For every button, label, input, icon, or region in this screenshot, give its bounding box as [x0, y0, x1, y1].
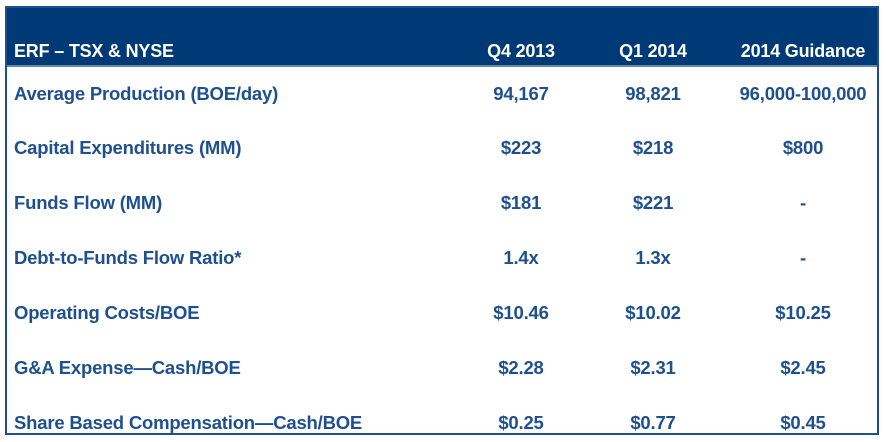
table-row: Capital Expenditures (MM) $223 $218 $800	[7, 133, 877, 163]
table-row: Funds Flow (MM) $181 $221 -	[7, 188, 877, 218]
table-row: G&A Expense—Cash/BOE $2.28 $2.31 $2.45	[7, 353, 877, 383]
cell-guidance: $10.25	[775, 302, 831, 323]
cell-q4: 94,167	[493, 83, 549, 104]
row-label: Funds Flow (MM)	[14, 192, 163, 213]
row-label: Share Based Compensation—Cash/BOE	[14, 412, 363, 433]
cell-q4: $181	[500, 192, 542, 213]
row-label: Capital Expenditures (MM)	[14, 137, 242, 158]
cell-guidance: -	[800, 247, 806, 268]
row-label: Debt-to-Funds Flow Ratio*	[14, 247, 242, 268]
cell-guidance: 96,000-100,000	[739, 83, 867, 104]
cell-q1: $10.02	[625, 302, 681, 323]
header-q4-2013: Q4 2013	[487, 40, 555, 61]
cell-guidance: $2.45	[780, 357, 826, 378]
table-row: Share Based Compensation—Cash/BOE $0.25 …	[7, 408, 877, 438]
table-row: Operating Costs/BOE $10.46 $10.02 $10.25	[7, 298, 877, 328]
row-label: Operating Costs/BOE	[14, 302, 200, 323]
cell-q1: $0.77	[630, 412, 676, 433]
cell-q4: $223	[500, 137, 542, 158]
table-row: Average Production (BOE/day) 94,167 98,8…	[7, 79, 877, 109]
table-header-row: ERF – TSX & NYSE Q4 2013 Q1 2014 2014 Gu…	[7, 37, 877, 65]
cell-q1: $221	[632, 192, 674, 213]
cell-q1: 98,821	[625, 83, 681, 104]
table-row: Debt-to-Funds Flow Ratio* 1.4x 1.3x -	[7, 243, 877, 273]
cell-q1: $2.31	[630, 357, 676, 378]
header-2014-guidance: 2014 Guidance	[740, 40, 866, 61]
header-q1-2014: Q1 2014	[619, 40, 687, 61]
cell-q4: $2.28	[498, 357, 544, 378]
table-header-band	[7, 8, 877, 67]
cell-q4: $0.25	[498, 412, 544, 433]
row-label: Average Production (BOE/day)	[14, 83, 279, 104]
row-label: G&A Expense—Cash/BOE	[14, 357, 241, 378]
header-label: ERF – TSX & NYSE	[14, 40, 174, 61]
cell-guidance: $800	[782, 137, 824, 158]
cell-q1: $218	[632, 137, 674, 158]
cell-q4: $10.46	[493, 302, 549, 323]
cell-q4: 1.4x	[503, 247, 539, 268]
cell-guidance: $0.45	[780, 412, 826, 433]
guidance-table: ERF – TSX & NYSE Q4 2013 Q1 2014 2014 Gu…	[5, 6, 879, 435]
cell-q1: 1.3x	[635, 247, 671, 268]
cell-guidance: -	[800, 192, 806, 213]
